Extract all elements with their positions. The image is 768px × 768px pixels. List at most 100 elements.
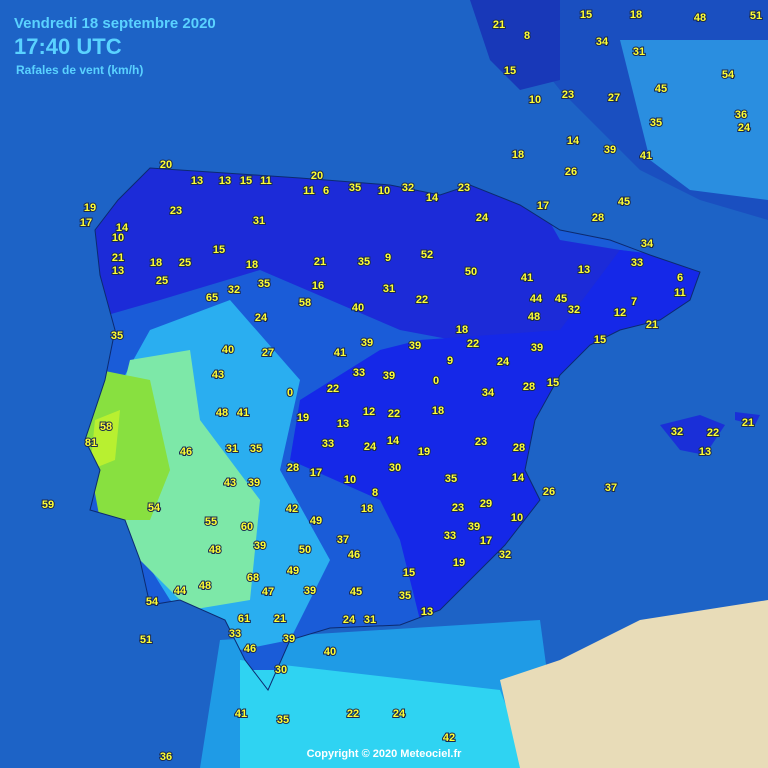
station-value: 14	[426, 192, 439, 204]
station-value: 14	[387, 435, 400, 447]
station-value: 35	[250, 443, 262, 455]
station-value: 51	[140, 634, 152, 646]
station-value: 30	[275, 664, 287, 676]
station-value: 24	[343, 614, 356, 626]
station-value: 45	[618, 196, 630, 208]
station-value: 46	[348, 549, 360, 561]
station-value: 28	[287, 462, 299, 474]
station-value: 26	[543, 486, 555, 498]
station-value: 35	[277, 714, 289, 726]
station-value: 65	[206, 292, 218, 304]
station-value: 35	[258, 278, 270, 290]
station-value: 10	[378, 185, 390, 197]
station-value: 35	[445, 473, 457, 485]
station-value: 9	[447, 355, 453, 367]
station-value: 28	[592, 212, 604, 224]
station-value: 46	[244, 643, 256, 655]
station-value: 68	[247, 572, 259, 584]
station-value: 39	[468, 521, 480, 533]
station-value: 29	[480, 498, 492, 510]
station-value: 23	[452, 502, 464, 514]
station-value: 18	[246, 259, 258, 271]
station-value: 58	[100, 421, 112, 433]
station-value: 13	[578, 264, 590, 276]
station-value: 20	[311, 170, 323, 182]
station-value: 13	[699, 446, 711, 458]
station-value: 24	[497, 356, 510, 368]
station-value: 55	[205, 516, 217, 528]
station-value: 47	[262, 586, 274, 598]
station-value: 18	[361, 503, 373, 515]
station-value: 54	[146, 596, 159, 608]
station-value: 15	[240, 175, 252, 187]
station-value: 31	[226, 443, 238, 455]
station-value: 12	[614, 307, 626, 319]
station-value: 22	[707, 427, 719, 439]
station-value: 23	[458, 182, 470, 194]
station-value: 59	[42, 499, 54, 511]
station-value: 11	[303, 185, 315, 197]
station-value: 34	[641, 238, 654, 250]
station-value: 35	[111, 330, 123, 342]
station-value: 10	[112, 232, 124, 244]
station-value: 45	[655, 83, 667, 95]
station-value: 8	[524, 30, 530, 42]
station-value: 34	[482, 387, 495, 399]
station-value: 39	[304, 585, 316, 597]
station-value: 21	[742, 417, 754, 429]
station-value: 52	[421, 249, 433, 261]
station-value: 21	[646, 319, 658, 331]
station-value: 18	[456, 324, 468, 336]
station-value: 32	[228, 284, 240, 296]
station-value: 19	[297, 412, 309, 424]
station-value: 33	[322, 438, 334, 450]
station-value: 14	[512, 472, 525, 484]
station-value: 39	[254, 540, 266, 552]
station-value: 54	[722, 69, 735, 81]
station-value: 11	[260, 175, 272, 187]
station-value: 7	[631, 296, 637, 308]
station-value: 27	[262, 347, 274, 359]
station-value: 21	[112, 252, 124, 264]
zone	[85, 370, 170, 520]
subtitle: Rafales de vent (km/h)	[16, 63, 143, 77]
station-value: 28	[523, 381, 535, 393]
station-value: 51	[750, 10, 762, 22]
station-value: 33	[353, 367, 365, 379]
station-value: 50	[465, 266, 477, 278]
sea-zone	[240, 660, 530, 768]
station-value: 58	[299, 297, 311, 309]
station-value: 21	[314, 256, 326, 268]
africa-land	[500, 600, 768, 768]
station-value: 15	[547, 377, 559, 389]
station-value: 49	[310, 515, 322, 527]
station-value: 48	[199, 580, 211, 592]
station-value: 24	[364, 441, 377, 453]
station-value: 33	[444, 530, 456, 542]
station-value: 45	[555, 293, 567, 305]
station-value: 15	[213, 244, 225, 256]
zone	[90, 168, 700, 360]
station-value: 10	[511, 512, 523, 524]
station-value: 18	[630, 9, 642, 21]
station-value: 27	[608, 92, 620, 104]
station-value: 22	[416, 294, 428, 306]
station-value: 44	[530, 293, 543, 305]
station-value: 12	[363, 406, 375, 418]
station-value: 30	[389, 462, 401, 474]
station-value: 39	[531, 342, 543, 354]
station-value: 54	[148, 502, 161, 514]
station-value: 33	[631, 257, 643, 269]
station-value: 41	[237, 407, 249, 419]
zone	[90, 410, 120, 470]
station-value: 39	[383, 370, 395, 382]
station-value: 37	[337, 534, 349, 546]
station-value: 50	[299, 544, 311, 556]
station-value: 40	[222, 344, 234, 356]
station-value: 15	[403, 567, 415, 579]
station-value: 22	[467, 338, 479, 350]
station-value: 31	[364, 614, 376, 626]
station-value: 15	[580, 9, 592, 21]
station-value: 35	[650, 117, 662, 129]
